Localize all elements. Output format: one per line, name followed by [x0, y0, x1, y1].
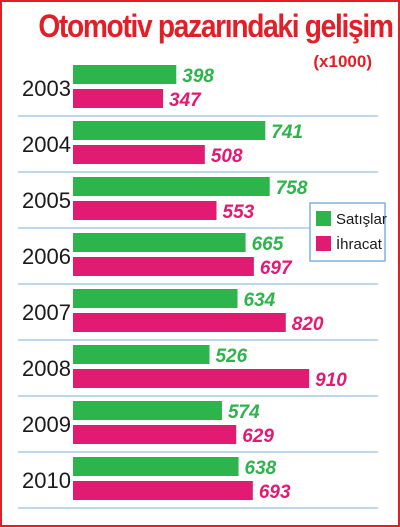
- chart-title: Otomotiv pazarındaki gelişim: [38, 8, 394, 44]
- sales-bar-2010: [73, 457, 239, 476]
- year-label-2010: 2010: [22, 468, 71, 493]
- chart-unit: (x1000): [313, 52, 372, 71]
- export-bar-2010: [73, 481, 253, 500]
- export-bar-2003: [73, 89, 164, 108]
- year-label-2005: 2005: [22, 188, 71, 213]
- export-value-2006: 697: [260, 258, 293, 279]
- legend-box: [309, 202, 386, 262]
- year-label-2009: 2009: [22, 412, 71, 437]
- sales-value-2004: 741: [271, 122, 303, 143]
- year-label-2008: 2008: [22, 356, 71, 381]
- export-bar-2008: [73, 369, 310, 388]
- export-bar-2004: [73, 145, 205, 164]
- sales-bar-2005: [73, 177, 270, 196]
- year-label-2006: 2006: [22, 244, 71, 269]
- export-value-2008: 910: [315, 370, 347, 391]
- export-value-2010: 693: [259, 482, 291, 503]
- legend-label-1: İhracat: [336, 235, 383, 253]
- export-bar-2007: [73, 313, 286, 332]
- export-value-2003: 347: [169, 90, 202, 111]
- export-value-2005: 553: [223, 202, 255, 223]
- export-bar-2005: [73, 201, 217, 220]
- sales-bar-2007: [73, 289, 238, 308]
- sales-value-2009: 574: [228, 402, 260, 423]
- export-value-2007: 820: [292, 314, 324, 335]
- sales-bar-2009: [73, 401, 222, 420]
- sales-value-2005: 758: [276, 178, 308, 199]
- sales-bar-2004: [73, 121, 266, 140]
- sales-bar-2003: [73, 65, 177, 84]
- sales-value-2007: 634: [244, 290, 276, 311]
- legend-swatch-0: [316, 211, 331, 226]
- year-label-2007: 2007: [22, 300, 71, 325]
- sales-value-2010: 638: [245, 458, 277, 479]
- year-label-2004: 2004: [22, 132, 71, 157]
- legend-swatch-1: [316, 236, 331, 251]
- export-value-2009: 629: [242, 426, 274, 447]
- sales-value-2003: 398: [182, 66, 214, 87]
- export-bar-2009: [73, 425, 237, 444]
- export-value-2004: 508: [211, 146, 243, 167]
- year-label-2003: 2003: [22, 76, 71, 101]
- export-bar-2006: [73, 257, 254, 276]
- sales-bar-2008: [73, 345, 210, 364]
- sales-value-2008: 526: [215, 346, 247, 367]
- sales-bar-2006: [73, 233, 246, 252]
- legend-label-0: Satışlar: [336, 211, 387, 228]
- sales-value-2006: 665: [252, 234, 284, 255]
